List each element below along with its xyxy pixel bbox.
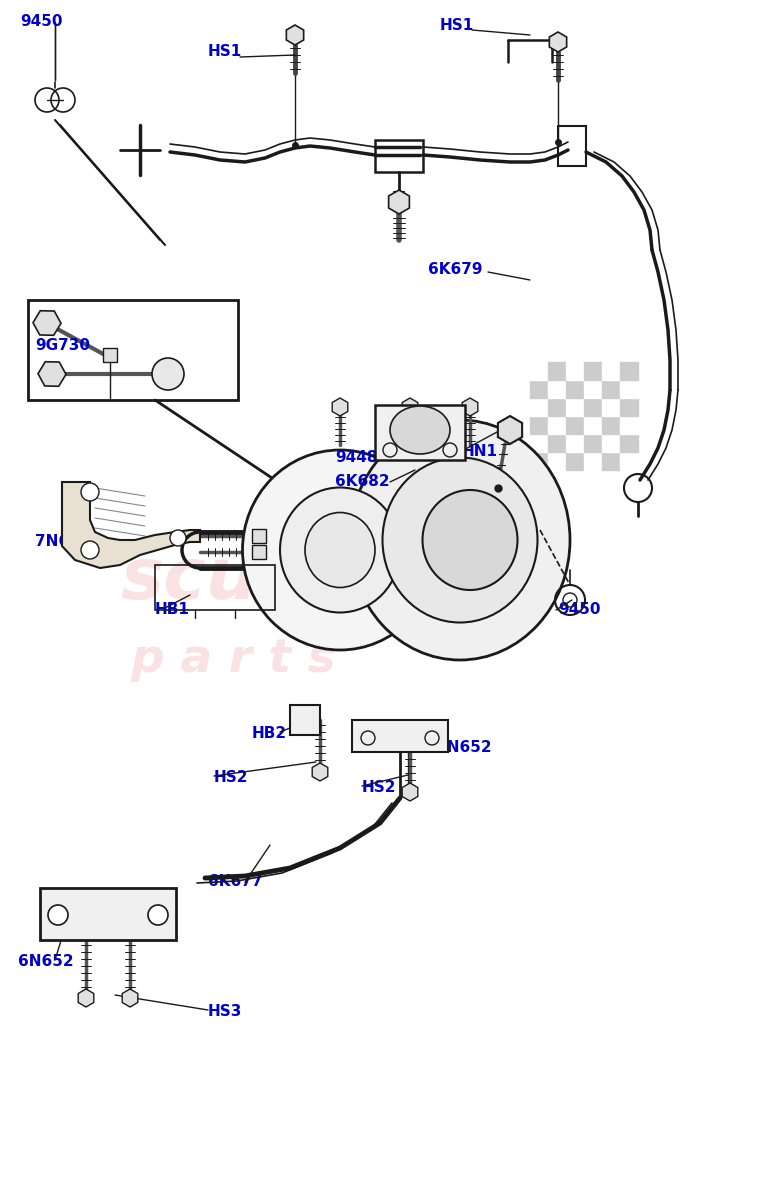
Bar [28, 300, 238, 400]
Bar [352, 720, 448, 752]
Bar [620, 452, 638, 470]
Circle shape [81, 482, 99, 502]
Bar [548, 380, 566, 398]
Circle shape [81, 541, 99, 559]
Bar [375, 404, 465, 460]
Bar [602, 434, 620, 452]
Bar [584, 362, 602, 380]
Bar [548, 398, 566, 416]
Circle shape [152, 358, 184, 390]
Ellipse shape [280, 487, 400, 612]
Text: HT1: HT1 [462, 467, 495, 481]
Text: HB2: HB2 [388, 740, 423, 756]
Bar [290, 704, 320, 734]
Text: 9G730: 9G730 [35, 337, 90, 353]
Bar [602, 380, 620, 398]
Bar [252, 545, 266, 559]
Ellipse shape [350, 420, 570, 660]
Bar [530, 380, 548, 398]
Bar [548, 434, 566, 452]
Circle shape [48, 905, 68, 925]
Ellipse shape [423, 490, 517, 590]
Bar [548, 452, 566, 470]
Text: HB1: HB1 [155, 602, 190, 618]
Bar [548, 362, 566, 380]
Bar [602, 398, 620, 416]
Text: HS2: HS2 [214, 770, 249, 786]
Text: HB2: HB2 [252, 726, 287, 742]
Ellipse shape [305, 512, 375, 588]
Bar [584, 416, 602, 434]
Text: 9450: 9450 [20, 14, 63, 30]
Bar [566, 434, 584, 452]
Bar [530, 398, 548, 416]
Bar [530, 452, 548, 470]
Text: 6N652: 6N652 [18, 954, 74, 970]
Text: HS2: HS2 [362, 780, 397, 796]
Bar [530, 434, 548, 452]
Bar [103, 348, 117, 362]
Text: HS3: HS3 [208, 1004, 242, 1020]
Circle shape [148, 905, 168, 925]
Circle shape [170, 530, 186, 546]
Bar [584, 398, 602, 416]
Bar [530, 416, 548, 434]
Bar [548, 416, 566, 434]
Bar [602, 362, 620, 380]
Text: HN1: HN1 [462, 444, 498, 460]
Bar [566, 362, 584, 380]
Bar [566, 452, 584, 470]
Bar [620, 362, 638, 380]
Ellipse shape [242, 450, 437, 650]
Text: 6K677: 6K677 [208, 875, 263, 889]
Text: 6K682: 6K682 [335, 474, 390, 490]
Ellipse shape [390, 406, 450, 454]
Polygon shape [62, 482, 200, 568]
Bar [40, 888, 176, 940]
Bar [584, 452, 602, 470]
Bar [375, 140, 423, 172]
Bar [566, 416, 584, 434]
Bar [620, 398, 638, 416]
Text: 7N649: 7N649 [35, 534, 90, 550]
Bar [584, 434, 602, 452]
Bar [584, 380, 602, 398]
Bar [620, 416, 638, 434]
Bar [620, 380, 638, 398]
Text: 9448: 9448 [335, 450, 378, 466]
Bar [252, 529, 266, 542]
Bar [566, 380, 584, 398]
Text: 9450: 9450 [558, 602, 601, 618]
Bar [155, 565, 275, 610]
Bar [530, 362, 548, 380]
Bar [602, 452, 620, 470]
Bar [602, 416, 620, 434]
Bar [558, 126, 586, 166]
Text: HS1: HS1 [208, 44, 242, 60]
Bar [566, 398, 584, 416]
Text: scuderia: scuderia [120, 546, 467, 614]
Bar [620, 434, 638, 452]
Text: HS1: HS1 [440, 18, 474, 32]
Text: p a r t s: p a r t s [130, 637, 336, 683]
Text: 6N652: 6N652 [436, 740, 492, 756]
Ellipse shape [383, 457, 538, 623]
Text: 6K679: 6K679 [428, 263, 482, 277]
